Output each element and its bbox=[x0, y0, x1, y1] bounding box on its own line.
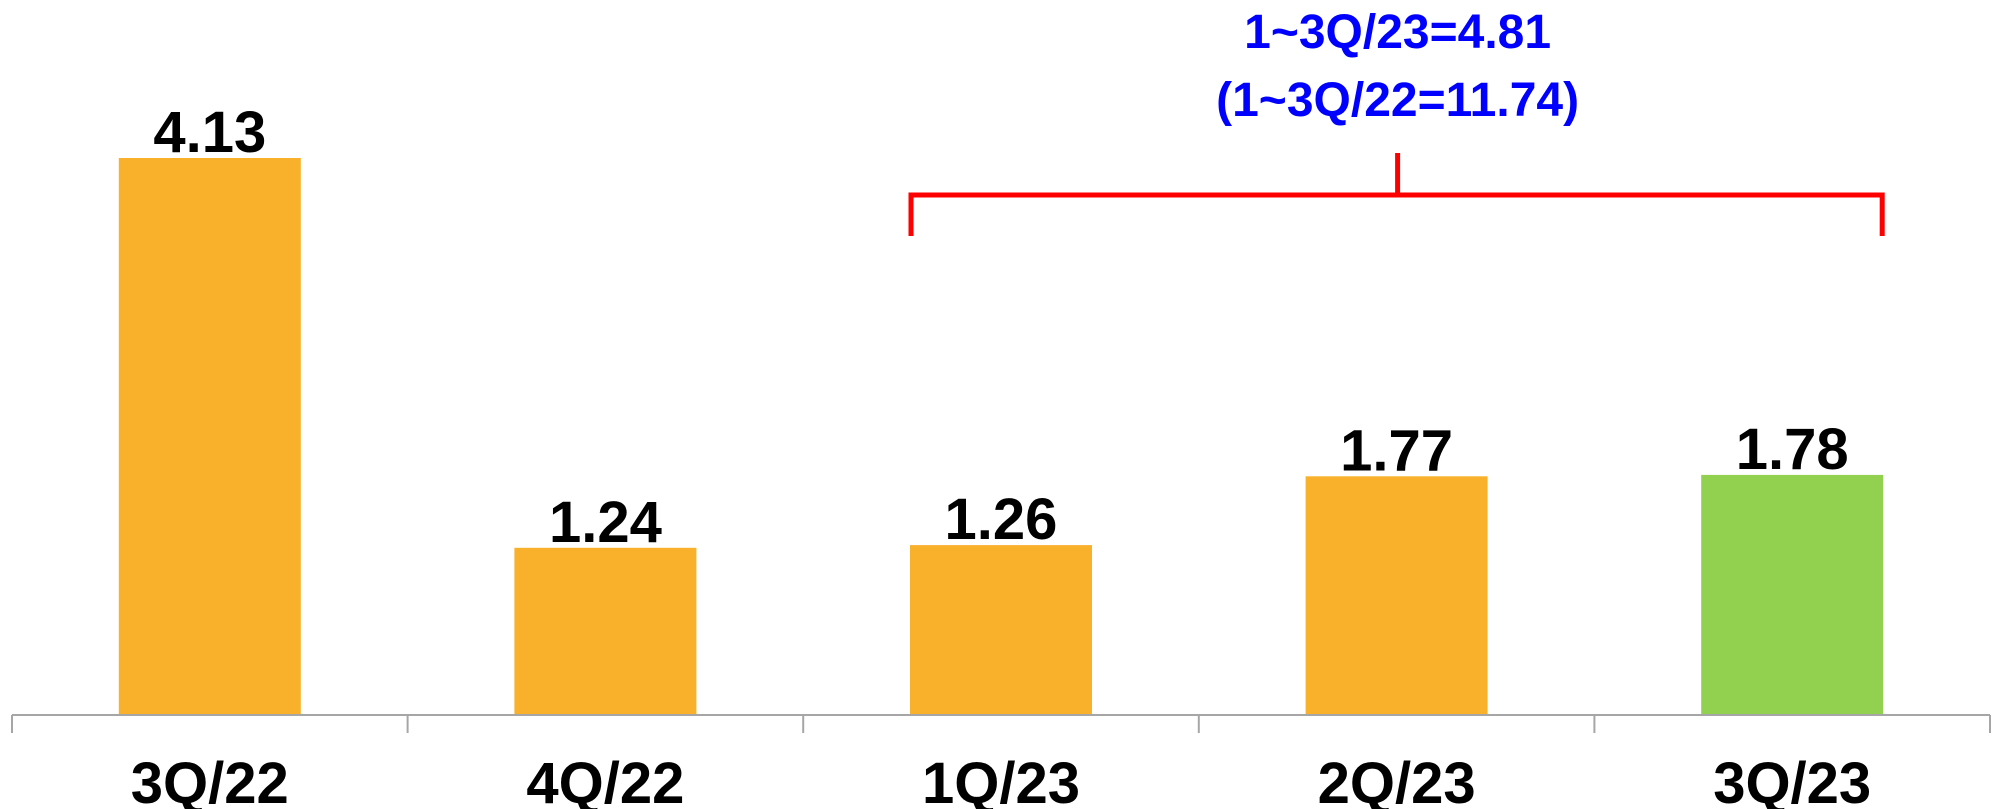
labels-layer: 4.13 3Q/22 1.24 4Q/22 1.26 1Q/23 1.77 2Q/23 1.78… bbox=[131, 100, 1871, 809]
annotation-line-1: 1~3Q/23=4.81 bbox=[1244, 6, 1551, 59]
annotation-bracket bbox=[908, 192, 1885, 236]
data-label: 4.13 bbox=[153, 100, 266, 165]
x-tick-label: 1Q/23 bbox=[922, 751, 1080, 809]
annotation-line-2: (1~3Q/22=11.74) bbox=[1216, 74, 1579, 127]
bars-layer bbox=[118, 158, 1884, 715]
data-label: 1.77 bbox=[1340, 418, 1453, 483]
x-axis bbox=[11, 714, 1991, 733]
bar-1q-23 bbox=[910, 545, 1092, 715]
data-label: 1.26 bbox=[945, 487, 1058, 552]
bar-4q-22 bbox=[514, 547, 697, 715]
bar-2q-23 bbox=[1305, 476, 1488, 715]
x-tick-label: 2Q/23 bbox=[1318, 751, 1476, 809]
x-tick-label: 3Q/22 bbox=[131, 751, 289, 809]
annotation-bracket-group: 1~3Q/23=4.81 (1~3Q/22=11.74) bbox=[908, 6, 1885, 236]
bar-3q-23 bbox=[1701, 474, 1884, 715]
data-label: 1.78 bbox=[1736, 417, 1849, 482]
data-label: 1.24 bbox=[549, 490, 662, 555]
bar-3q-22 bbox=[118, 158, 301, 715]
x-tick-label: 3Q/23 bbox=[1713, 751, 1871, 809]
x-tick-label: 4Q/22 bbox=[526, 751, 684, 809]
